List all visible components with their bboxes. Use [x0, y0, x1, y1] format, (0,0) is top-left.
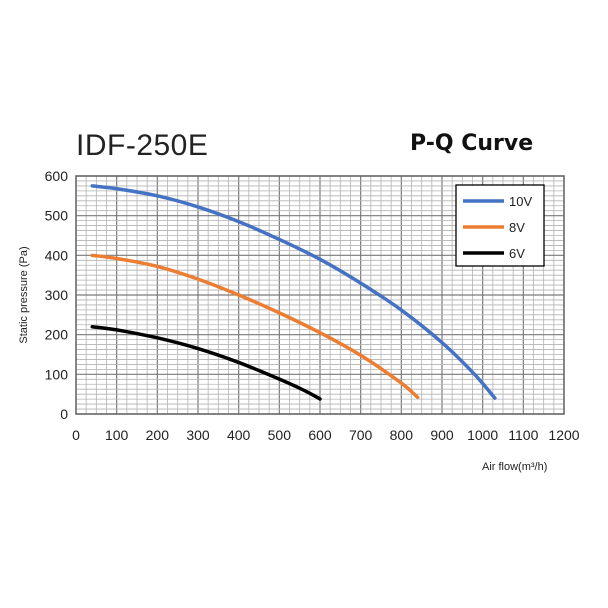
legend: 10V 8V 6V — [455, 184, 545, 267]
y-tick-label: 400 — [45, 247, 69, 263]
model-title: IDF-250E — [76, 129, 209, 162]
y-tick-label: 300 — [45, 287, 69, 303]
x-tick-label: 1100 — [508, 427, 538, 443]
plot-border — [75, 175, 565, 415]
x-tick-label: 100 — [105, 427, 129, 443]
x-tick-label: 200 — [146, 427, 170, 443]
legend-label-6V: 6V — [509, 246, 525, 261]
x-tick-label: 1000 — [467, 427, 498, 443]
y-axis-label: Static pressure (Pa) — [18, 246, 30, 343]
x-tick-label: 400 — [227, 427, 251, 443]
tick-labels: 0 100 200 300 400 500 600 700 800 900 1000 1100 1200… — [45, 168, 580, 443]
x-tick-label: 900 — [430, 427, 454, 443]
x-tick-label: 500 — [268, 427, 292, 443]
x-tick-label: 800 — [390, 427, 414, 443]
series-line-8V — [90, 253, 420, 400]
x-tick-label: 1200 — [548, 427, 579, 443]
y-tick-label: 0 — [60, 406, 68, 422]
series-line-6V — [90, 324, 322, 401]
y-tick-label: 500 — [45, 208, 69, 224]
x-tick-label: 600 — [308, 427, 332, 443]
y-tick-label: 600 — [45, 168, 69, 184]
legend-label-10V: 10V — [509, 194, 532, 209]
x-tick-label: 700 — [349, 427, 373, 443]
series-layer — [90, 184, 497, 401]
x-tick-label: 0 — [72, 427, 80, 443]
series-line-10V — [90, 184, 497, 400]
legend-label-8V: 8V — [509, 220, 525, 235]
x-tick-label: 300 — [186, 427, 210, 443]
y-tick-label: 200 — [45, 327, 69, 343]
y-tick-label: 100 — [45, 366, 69, 382]
chart-title: P-Q Curve — [410, 131, 534, 156]
x-axis-label: Air flow(m³/h) — [482, 461, 547, 473]
